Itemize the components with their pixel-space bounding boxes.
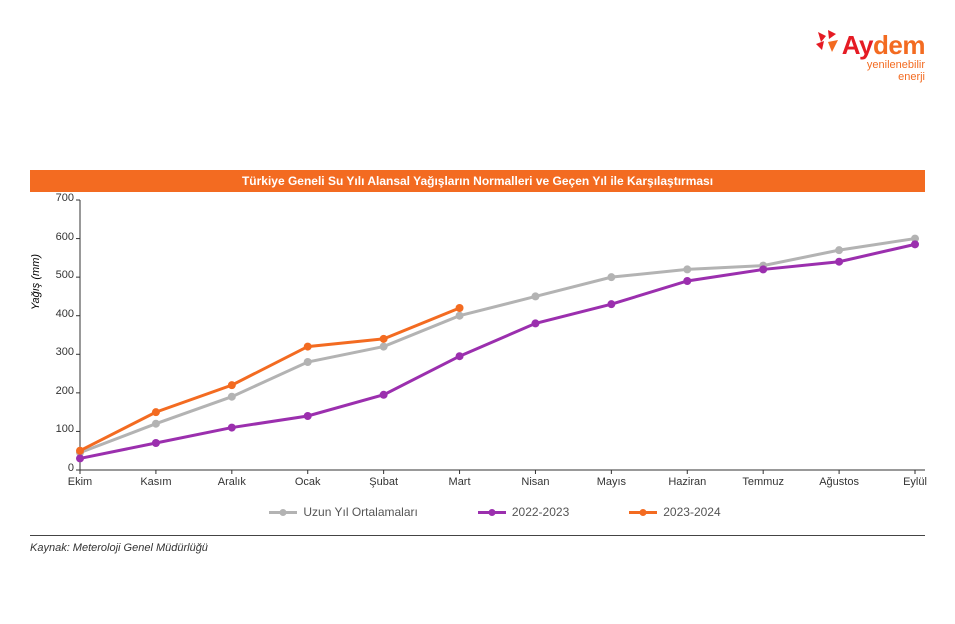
chart-title-bar: Türkiye Geneli Su Yılı Alansal Yağışları… xyxy=(30,170,925,192)
series-marker xyxy=(304,358,312,366)
x-tick-label: Eylül xyxy=(880,476,950,492)
series-marker xyxy=(76,454,84,462)
series-line xyxy=(80,239,915,453)
series-marker xyxy=(911,240,919,248)
series-marker xyxy=(228,393,236,401)
series-marker xyxy=(380,343,388,351)
x-tick-label: Haziran xyxy=(652,476,722,492)
y-tick-label: 300 xyxy=(40,346,74,362)
x-tick-label: Ocak xyxy=(273,476,343,492)
legend-item: Uzun Yıl Ortalamaları xyxy=(269,505,418,519)
series-marker xyxy=(456,352,464,360)
y-tick-label: 600 xyxy=(40,231,74,247)
series-marker xyxy=(228,424,236,432)
legend-swatch xyxy=(478,511,506,514)
series-marker xyxy=(683,277,691,285)
legend-label: Uzun Yıl Ortalamaları xyxy=(303,505,418,519)
x-tick-label: Ağustos xyxy=(804,476,874,492)
y-tick-label: 200 xyxy=(40,385,74,401)
series-marker xyxy=(152,420,160,428)
series-line xyxy=(80,244,915,458)
series-marker xyxy=(304,412,312,420)
slide: Aydem yenilenebilirenerji Türkiye Geneli… xyxy=(0,0,955,624)
series-marker xyxy=(531,292,539,300)
series-marker xyxy=(380,335,388,343)
series-marker xyxy=(152,408,160,416)
legend-swatch xyxy=(269,511,297,514)
series-marker xyxy=(456,304,464,312)
legend-label: 2022-2023 xyxy=(512,505,569,519)
series-marker xyxy=(607,273,615,281)
x-tick-label: Temmuz xyxy=(728,476,798,492)
series-marker xyxy=(759,265,767,273)
y-tick-label: 100 xyxy=(40,423,74,439)
legend-label: 2023-2024 xyxy=(663,505,720,519)
x-tick-label: Şubat xyxy=(349,476,419,492)
x-tick-label: Mart xyxy=(425,476,495,492)
y-tick-label: 700 xyxy=(40,192,74,208)
series-marker xyxy=(835,246,843,254)
logo-mark-icon xyxy=(814,30,840,56)
series-marker xyxy=(304,343,312,351)
source-text: Kaynak: Meteroloji Genel Müdürlüğü xyxy=(30,542,208,554)
x-tick-label: Nisan xyxy=(500,476,570,492)
x-tick-label: Kasım xyxy=(121,476,191,492)
series-marker xyxy=(380,391,388,399)
y-tick-label: 500 xyxy=(40,269,74,285)
series-marker xyxy=(683,265,691,273)
y-tick-label: 400 xyxy=(40,308,74,324)
company-logo: Aydem yenilenebilirenerji xyxy=(814,30,925,83)
x-tick-label: Aralık xyxy=(197,476,267,492)
series-marker xyxy=(531,319,539,327)
legend-item: 2022-2023 xyxy=(478,505,569,519)
series-marker xyxy=(607,300,615,308)
series-marker xyxy=(835,258,843,266)
series-marker xyxy=(456,312,464,320)
logo-wordmark: Aydem xyxy=(842,30,925,61)
series-marker xyxy=(228,381,236,389)
legend-swatch xyxy=(629,511,657,514)
divider xyxy=(30,535,925,536)
series-marker xyxy=(76,447,84,455)
x-tick-label: Mayıs xyxy=(576,476,646,492)
logo-tagline: yenilenebilirenerji xyxy=(814,59,925,83)
series-marker xyxy=(152,439,160,447)
chart-legend: Uzun Yıl Ortalamaları 2022-2023 2023-2024 xyxy=(60,505,930,519)
legend-item: 2023-2024 xyxy=(629,505,720,519)
x-tick-label: Ekim xyxy=(45,476,115,492)
line-chart: 0100200300400500600700EkimKasımAralıkOca… xyxy=(60,200,930,500)
